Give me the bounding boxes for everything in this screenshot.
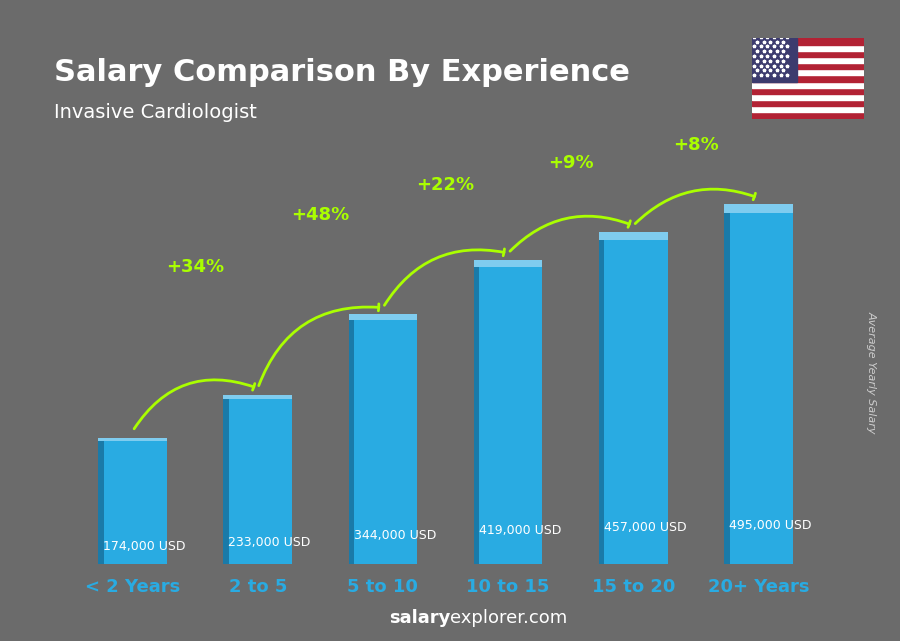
Text: 233,000 USD: 233,000 USD (229, 536, 310, 549)
Bar (598, 232, 668, 564)
Bar (223, 395, 292, 564)
Bar (724, 204, 730, 564)
Bar (752, 81, 864, 88)
Text: explorer.com: explorer.com (450, 609, 567, 627)
Bar (348, 314, 418, 564)
Bar (752, 51, 864, 57)
Text: +22%: +22% (417, 176, 474, 194)
Bar (752, 45, 864, 51)
Bar (223, 395, 229, 564)
Text: 174,000 USD: 174,000 USD (104, 540, 185, 553)
Bar (598, 232, 605, 564)
Text: 457,000 USD: 457,000 USD (604, 521, 687, 534)
Bar (724, 204, 793, 564)
Text: 419,000 USD: 419,000 USD (479, 524, 561, 537)
Bar (348, 314, 354, 564)
Text: +48%: +48% (292, 206, 349, 224)
Bar (752, 38, 796, 81)
Text: Salary Comparison By Experience: Salary Comparison By Experience (54, 58, 630, 87)
Bar (724, 204, 793, 213)
Bar (98, 438, 167, 564)
Text: salary: salary (389, 609, 450, 627)
Bar (473, 260, 480, 564)
Bar (98, 438, 167, 441)
Text: +8%: +8% (673, 137, 719, 154)
Text: +9%: +9% (548, 154, 593, 172)
Bar (752, 76, 864, 81)
Bar (348, 314, 418, 320)
Text: Average Yearly Salary: Average Yearly Salary (866, 310, 877, 433)
Text: Invasive Cardiologist: Invasive Cardiologist (54, 103, 256, 122)
Bar (752, 63, 864, 69)
Bar (598, 232, 668, 240)
Bar (752, 57, 864, 63)
Bar (752, 38, 864, 45)
Bar (473, 260, 543, 267)
Bar (752, 69, 864, 76)
Bar (752, 88, 864, 94)
Text: 495,000 USD: 495,000 USD (729, 519, 812, 532)
Text: 344,000 USD: 344,000 USD (354, 529, 436, 542)
Bar (473, 260, 543, 564)
Bar (752, 94, 864, 100)
Bar (223, 395, 292, 399)
Bar (98, 438, 104, 564)
Text: +34%: +34% (166, 258, 224, 276)
Bar (752, 100, 864, 106)
Bar (752, 106, 864, 112)
Bar (752, 112, 864, 119)
